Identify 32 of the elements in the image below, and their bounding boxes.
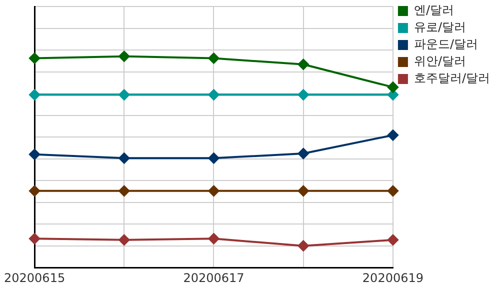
point <box>387 130 398 141</box>
legend-label: 엔/달러 <box>414 3 454 18</box>
point <box>29 233 40 244</box>
point <box>208 52 220 64</box>
point <box>118 152 130 164</box>
point <box>298 148 309 160</box>
point <box>29 89 40 100</box>
point <box>298 89 309 100</box>
point <box>298 240 309 252</box>
point <box>118 234 130 246</box>
point <box>118 89 130 100</box>
point <box>208 89 220 100</box>
legend-label: 호주달러/달러 <box>414 71 490 86</box>
point <box>298 185 309 196</box>
point <box>208 152 220 164</box>
point <box>29 52 40 64</box>
point <box>387 185 398 196</box>
point <box>208 185 220 196</box>
x-tick-label: 20200615 <box>4 270 66 285</box>
point <box>118 185 130 196</box>
legend-label: 위안/달러 <box>414 54 466 68</box>
point <box>387 82 398 93</box>
point <box>29 148 40 160</box>
x-tick-label: 20200617 <box>183 270 244 285</box>
point <box>387 234 398 246</box>
point <box>29 185 40 196</box>
legend-label: 유로/달러 <box>414 20 466 34</box>
legend-label: 파운드/달러 <box>414 37 478 52</box>
point <box>208 233 220 244</box>
point <box>118 50 130 62</box>
point <box>298 58 309 70</box>
x-tick-label: 20200619 <box>362 270 424 285</box>
